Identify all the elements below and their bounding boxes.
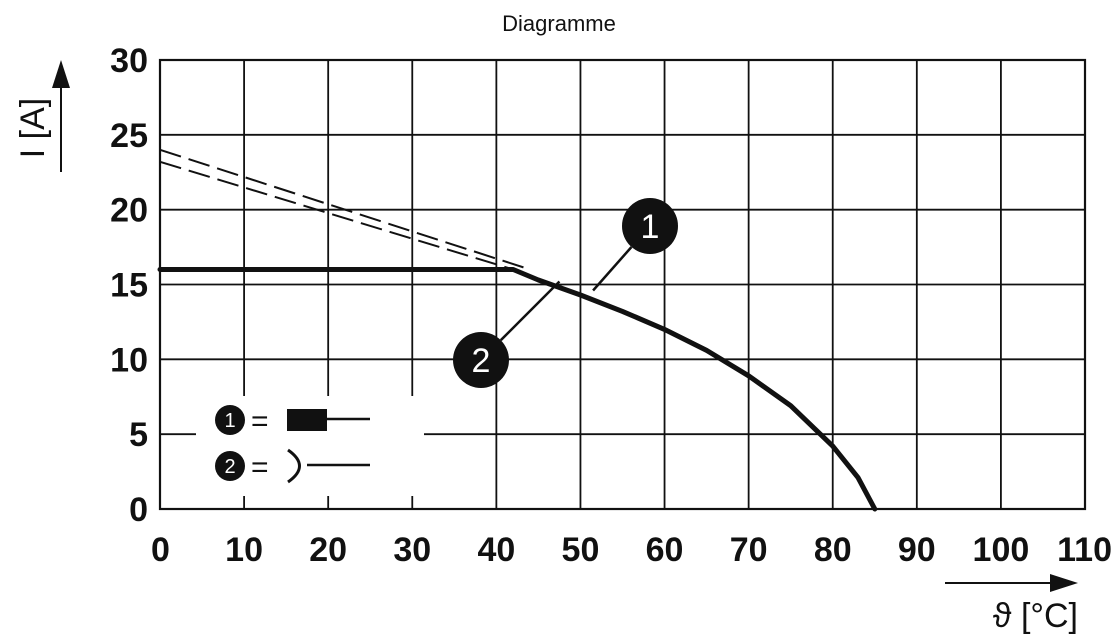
annotation-marker-2 [453,332,509,388]
x-axis-label: ϑ [°C] [993,597,1078,635]
y-tick-label-10: 10 [110,341,148,379]
x-tick-label-0: 0 [151,531,170,569]
annotation-label-2: 2 [472,342,491,380]
derating-curve [157,267,878,512]
y-tick-label-20: 20 [110,192,148,230]
y-tick-label-25: 25 [110,117,148,155]
pin-block-icon [287,409,327,431]
dashed-extension-line-2 [159,160,514,271]
annotation-label-1: 1 [641,208,660,246]
x-axis-arrow-head [1050,574,1078,592]
y-tick-label-30: 30 [110,42,148,80]
legend-equals-2: = [251,451,269,484]
x-axis-label-group: ϑ [°C] [945,574,1078,635]
y-axis-label-group: I [A] [14,60,70,172]
y-tick-label-5: 5 [129,416,148,454]
legend-marker-2-label: 2 [224,456,235,478]
y-axis-arrow-head [52,60,70,88]
dashed-extension-line-1 [159,148,531,271]
legend-marker-1 [215,405,245,435]
x-axis-ticks: 0 10 20 30 40 50 60 70 80 90 100 110 [151,531,1112,569]
x-tick-label-50: 50 [562,531,600,569]
y-tick-label-0: 0 [129,491,148,529]
annotation-leader-2 [499,280,561,342]
legend-marker-2 [215,451,245,481]
y-tick-label-15: 15 [110,267,148,305]
y-axis-ticks: 0 5 10 15 20 25 30 [110,42,148,529]
socket-cup-icon [287,448,301,484]
x-tick-label-60: 60 [646,531,684,569]
annotation-leader-1 [592,246,633,292]
x-tick-label-90: 90 [898,531,936,569]
plot-frame [158,58,1087,511]
x-tick-label-30: 30 [393,531,431,569]
x-tick-label-70: 70 [730,531,768,569]
annotations: 12 [453,198,678,388]
x-tick-label-20: 20 [309,531,347,569]
x-tick-label-10: 10 [225,531,263,569]
legend-marker-1-label: 1 [224,410,235,432]
legend: 1 = 2 = [196,396,424,496]
x-tick-label-40: 40 [477,531,515,569]
chart-title: Diagramme [502,11,616,36]
x-tick-label-100: 100 [973,531,1030,569]
annotation-marker-1 [622,198,678,254]
x-tick-label-80: 80 [814,531,852,569]
x-tick-label-110: 110 [1057,531,1112,569]
series-layer [157,148,878,512]
y-axis-label: I [A] [14,98,52,158]
legend-equals-1: = [251,405,269,438]
